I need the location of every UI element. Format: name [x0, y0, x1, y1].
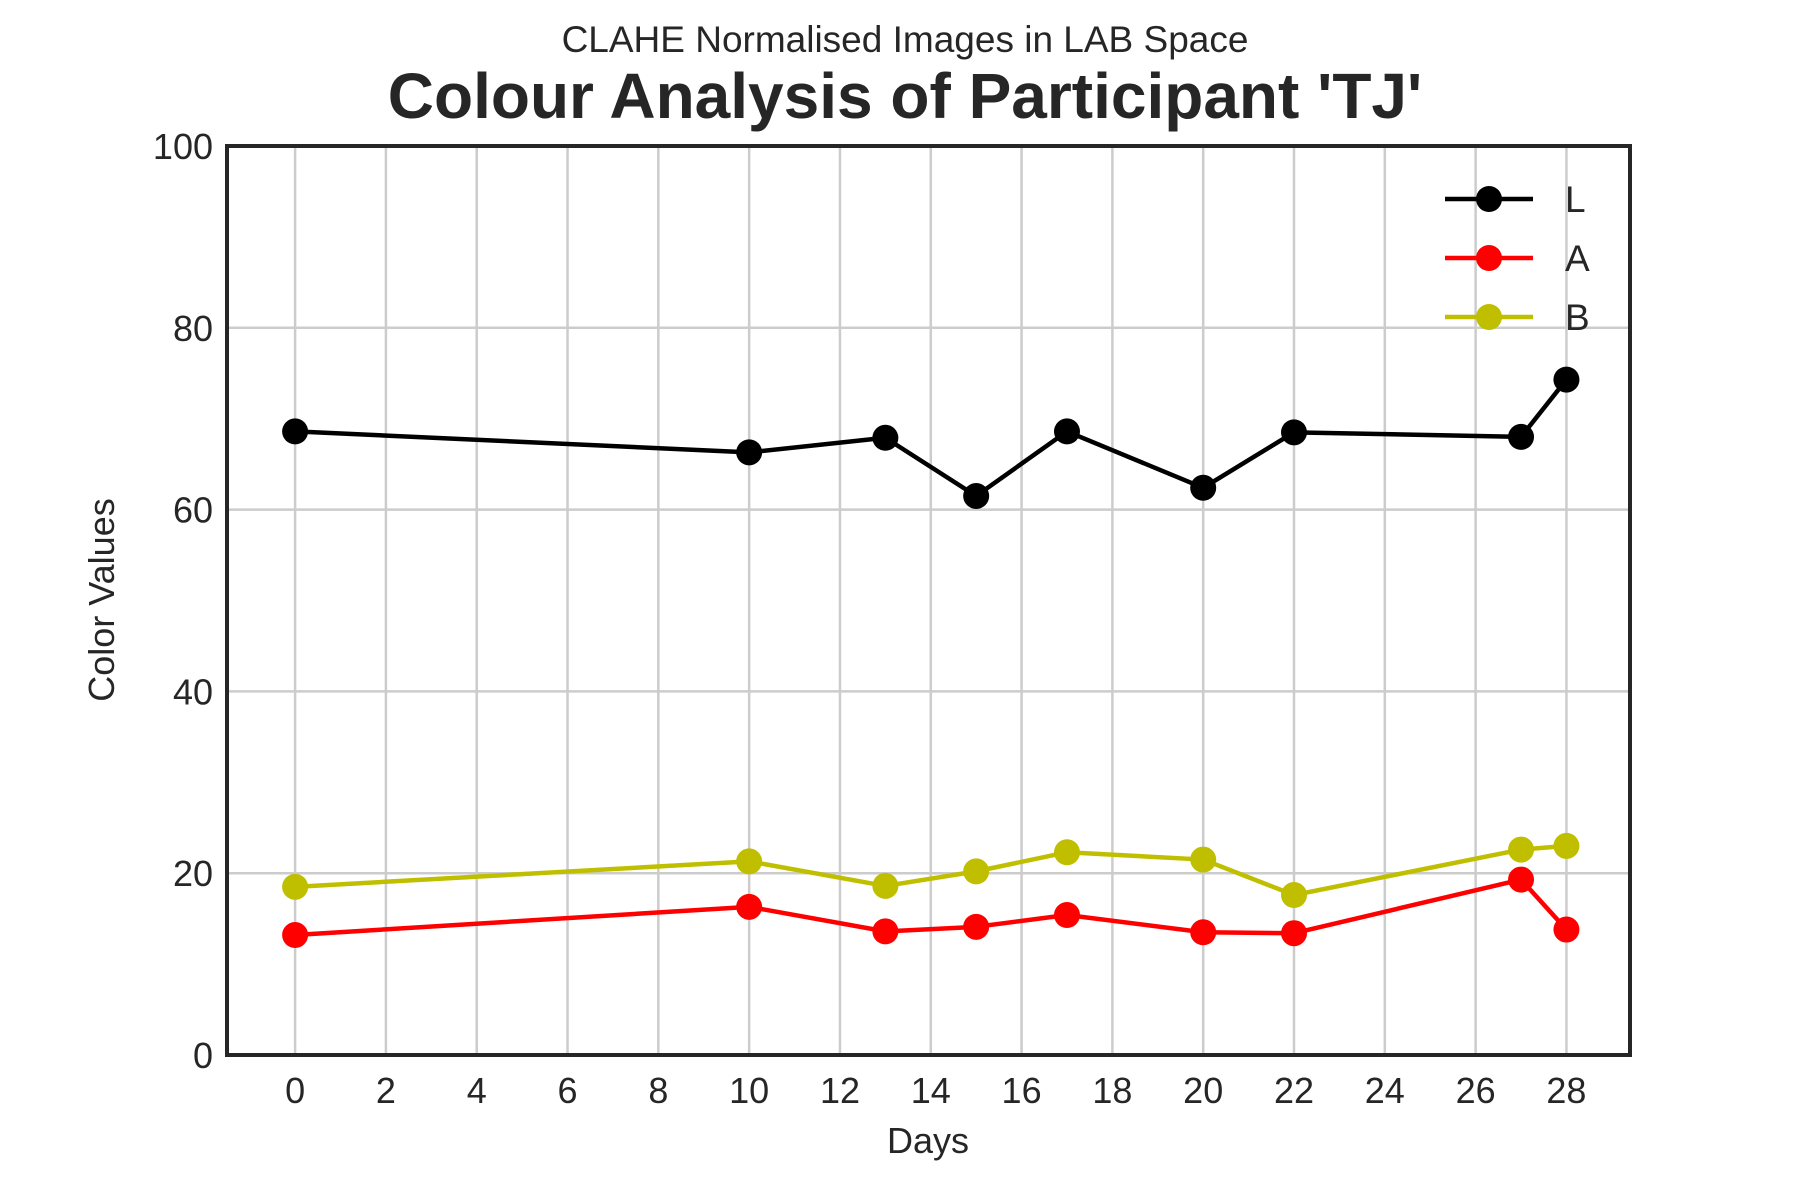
chart-subtitle: CLAHE Normalised Images in LAB Space: [562, 19, 1249, 60]
legend-label: B: [1565, 297, 1590, 338]
data-point-a: [963, 913, 990, 940]
x-tick-label: 14: [911, 1070, 951, 1111]
data-point-b: [1053, 839, 1080, 866]
data-point-b: [736, 848, 763, 875]
x-tick-label: 10: [729, 1070, 769, 1111]
y-tick-labels: 0 20 40 60 80 100: [153, 126, 213, 1076]
series-layer: [282, 366, 1580, 949]
data-point-a: [872, 918, 899, 945]
x-tick-label: 20: [1183, 1070, 1223, 1111]
data-point-l: [1190, 474, 1217, 501]
data-point-a: [1553, 916, 1580, 943]
data-point-l: [1508, 423, 1535, 450]
series-a: [282, 866, 1580, 949]
data-point-a: [1281, 920, 1308, 947]
data-point-l: [1281, 419, 1308, 446]
legend-label: L: [1565, 179, 1586, 220]
x-tick-label: 0: [285, 1070, 305, 1111]
series-l: [282, 366, 1580, 509]
y-tick-label: 0: [193, 1035, 213, 1076]
data-point-a: [736, 893, 763, 920]
plot-area-frame: [225, 144, 1632, 1057]
chart-title: Colour Analysis of Participant 'TJ': [388, 60, 1422, 132]
x-tick-label: 6: [558, 1070, 578, 1111]
data-point-b: [1508, 836, 1535, 863]
x-tick-label: 12: [820, 1070, 860, 1111]
data-point-b: [963, 858, 990, 885]
data-point-l: [1053, 418, 1080, 445]
x-tick-label: 24: [1365, 1070, 1405, 1111]
data-point-a: [1053, 902, 1080, 929]
data-point-l: [1553, 366, 1580, 393]
data-point-a: [1190, 919, 1217, 946]
legend-swatch-marker: [1476, 304, 1502, 330]
data-point-a: [282, 922, 309, 949]
x-tick-label: 26: [1456, 1070, 1496, 1111]
y-tick-label: 100: [153, 126, 213, 167]
series-b: [282, 832, 1580, 909]
x-axis-label: Days: [887, 1120, 969, 1161]
legend-swatch-marker: [1476, 186, 1502, 212]
legend-item-b: B: [1445, 297, 1590, 338]
x-tick-label: 2: [376, 1070, 396, 1111]
legend: LAB: [1445, 179, 1590, 338]
data-point-l: [872, 424, 899, 451]
x-tick-label: 18: [1092, 1070, 1132, 1111]
legend-item-l: L: [1445, 179, 1586, 220]
x-tick-label: 4: [467, 1070, 487, 1111]
data-point-b: [872, 872, 899, 899]
data-point-b: [282, 873, 309, 900]
data-point-b: [1553, 832, 1580, 859]
y-tick-label: 60: [173, 490, 213, 531]
data-point-l: [963, 482, 990, 509]
x-tick-label: 16: [1002, 1070, 1042, 1111]
legend-item-a: A: [1445, 238, 1590, 279]
y-axis-label: Color Values: [81, 498, 122, 701]
y-tick-label: 40: [173, 671, 213, 712]
x-tick-label: 22: [1274, 1070, 1314, 1111]
data-point-b: [1281, 882, 1308, 909]
x-tick-labels: 0 2 4 6 8 10 12 14 16 18 20 22 24 26 28: [285, 1070, 1586, 1111]
data-point-l: [282, 418, 309, 445]
data-point-b: [1190, 846, 1217, 873]
legend-label: A: [1565, 238, 1590, 279]
x-tick-label: 28: [1546, 1070, 1586, 1111]
x-tick-label: 8: [648, 1070, 668, 1111]
grid-layer: [227, 144, 1630, 1057]
data-point-a: [1508, 866, 1535, 893]
data-point-l: [736, 439, 763, 466]
y-tick-label: 80: [173, 308, 213, 349]
legend-swatch-marker: [1476, 245, 1502, 271]
y-tick-label: 20: [173, 853, 213, 894]
